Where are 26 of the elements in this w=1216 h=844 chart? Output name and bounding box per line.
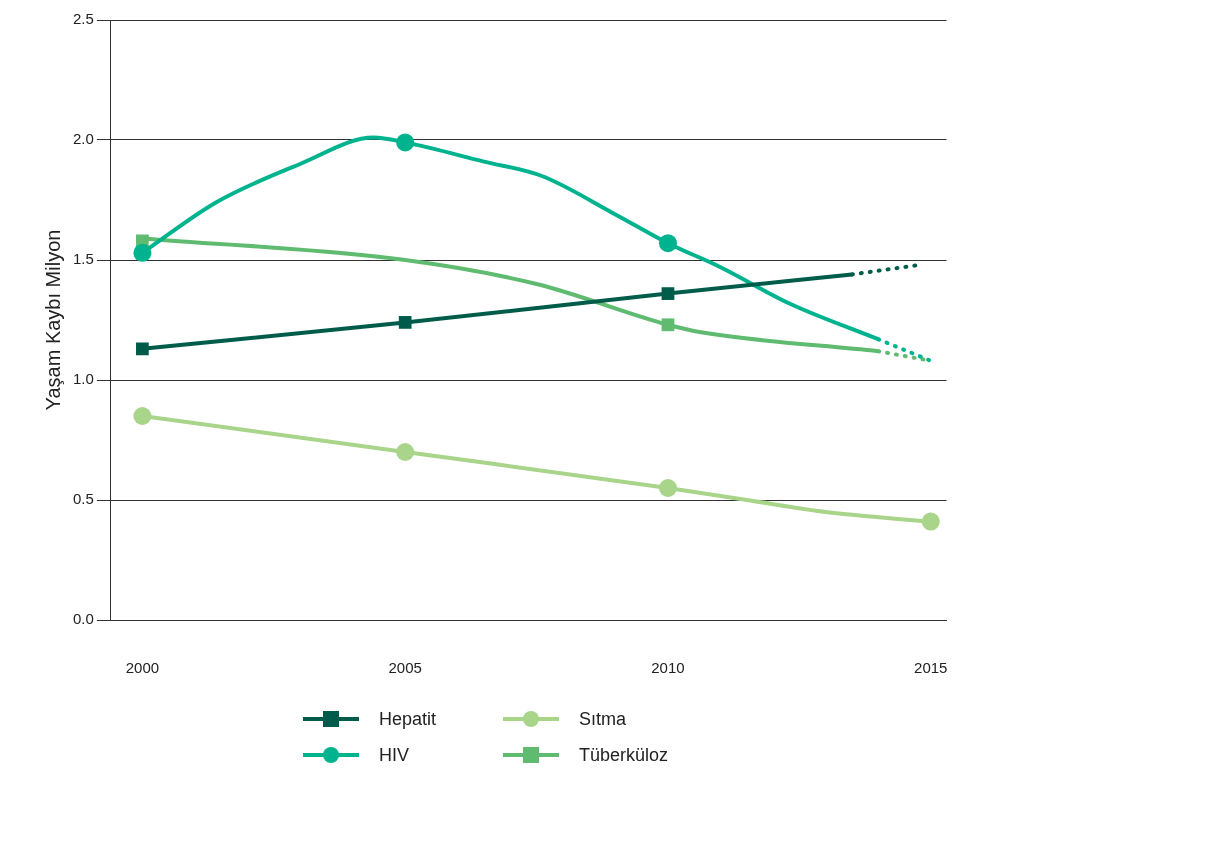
y-tick-label: 0.5 <box>72 490 94 508</box>
point <box>136 342 149 356</box>
y-tick-label: 2.5 <box>72 10 94 28</box>
point <box>396 443 415 461</box>
point <box>921 512 940 531</box>
legend-label: HIV <box>379 744 410 766</box>
point <box>396 133 415 152</box>
point <box>398 316 412 329</box>
point <box>661 318 675 332</box>
legend-label: Sıtma <box>579 708 627 730</box>
point <box>133 407 152 425</box>
point <box>658 234 677 253</box>
legend-label: Hepatit <box>379 708 437 730</box>
point <box>658 479 677 497</box>
point <box>661 287 675 300</box>
y-tick-label: 2.0 <box>72 130 94 148</box>
legend-label: Tüberküloz <box>579 744 669 766</box>
y-axis-title: Yaşam Kaybı Milyon <box>41 229 64 411</box>
x-tick-label: 2005 <box>388 659 422 677</box>
point <box>133 243 152 262</box>
y-tick-label: 1.5 <box>72 250 94 268</box>
x-tick-label: 2010 <box>651 659 685 677</box>
x-tick-label: 2000 <box>125 659 160 677</box>
x-tick-label: 2015 <box>914 659 948 677</box>
y-tick-label: 0.0 <box>72 610 94 628</box>
y-tick-label: 1.0 <box>72 370 94 388</box>
